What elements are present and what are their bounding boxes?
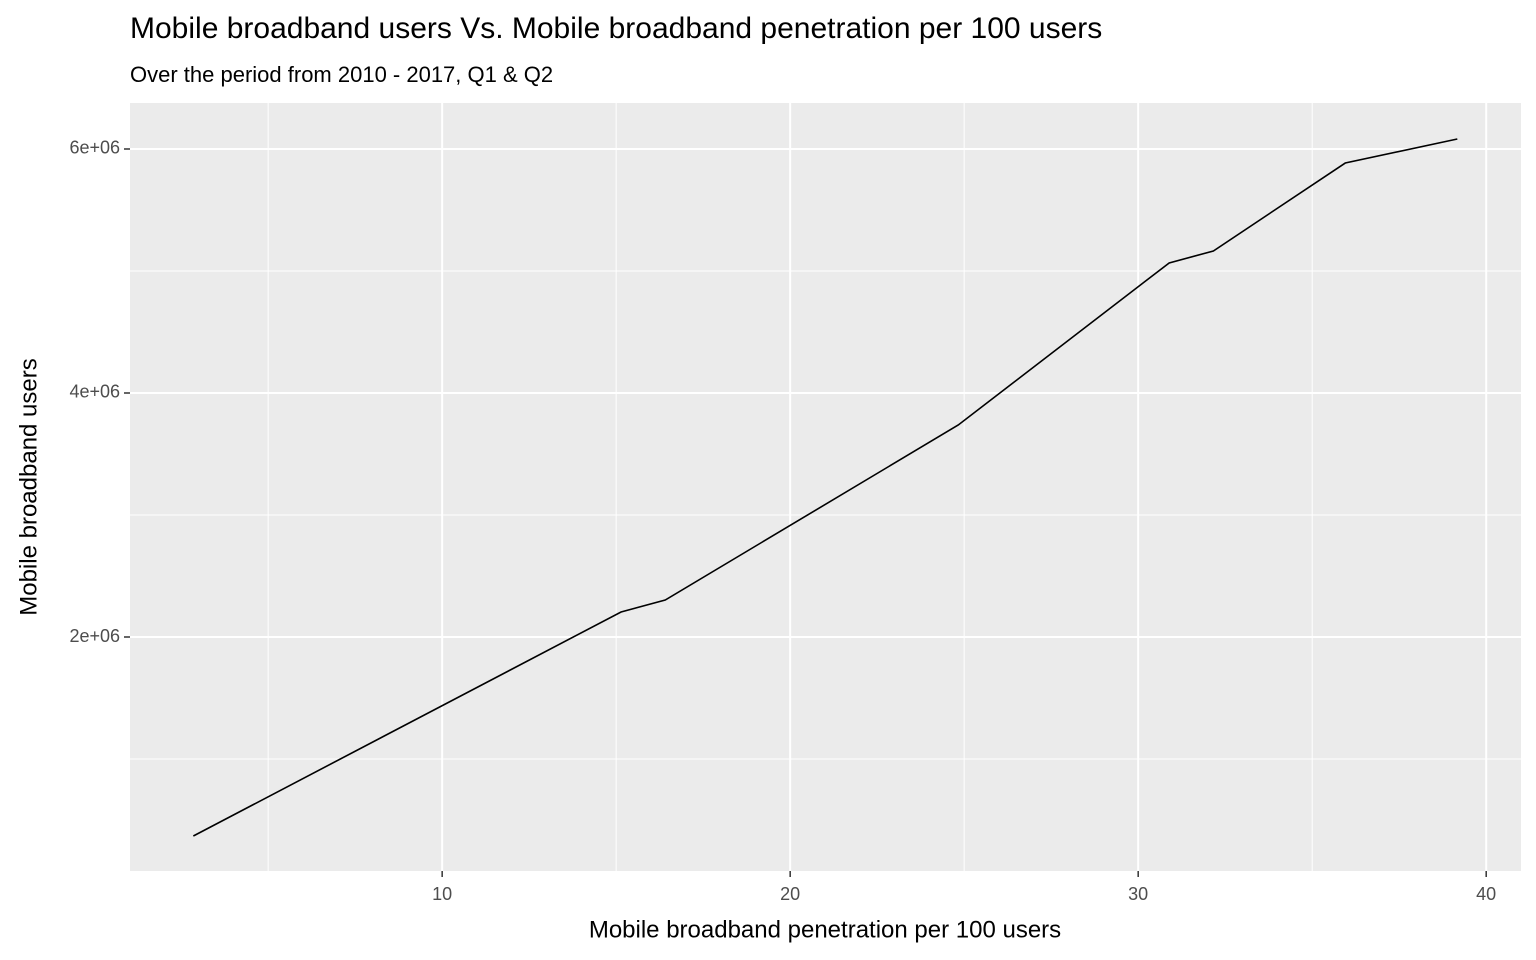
chart-subtitle: Over the period from 2010 - 2017, Q1 & Q… — [130, 62, 553, 87]
y-tick-label: 2e+06 — [69, 626, 120, 646]
x-tick-label: 30 — [1128, 884, 1148, 904]
panel — [130, 103, 1521, 871]
x-tick-label: 40 — [1476, 884, 1496, 904]
y-tick-label: 6e+06 — [69, 138, 120, 158]
x-axis-label: Mobile broadband penetration per 100 use… — [589, 916, 1061, 943]
y-tick-label: 4e+06 — [69, 382, 120, 402]
data-line — [192, 138, 1458, 837]
x-tick-label: 20 — [780, 884, 800, 904]
y-axis-label: Mobile broadband users — [15, 358, 42, 616]
x-tick-label: 10 — [432, 884, 452, 904]
chart-title: Mobile broadband users Vs. Mobile broadb… — [130, 12, 1102, 45]
